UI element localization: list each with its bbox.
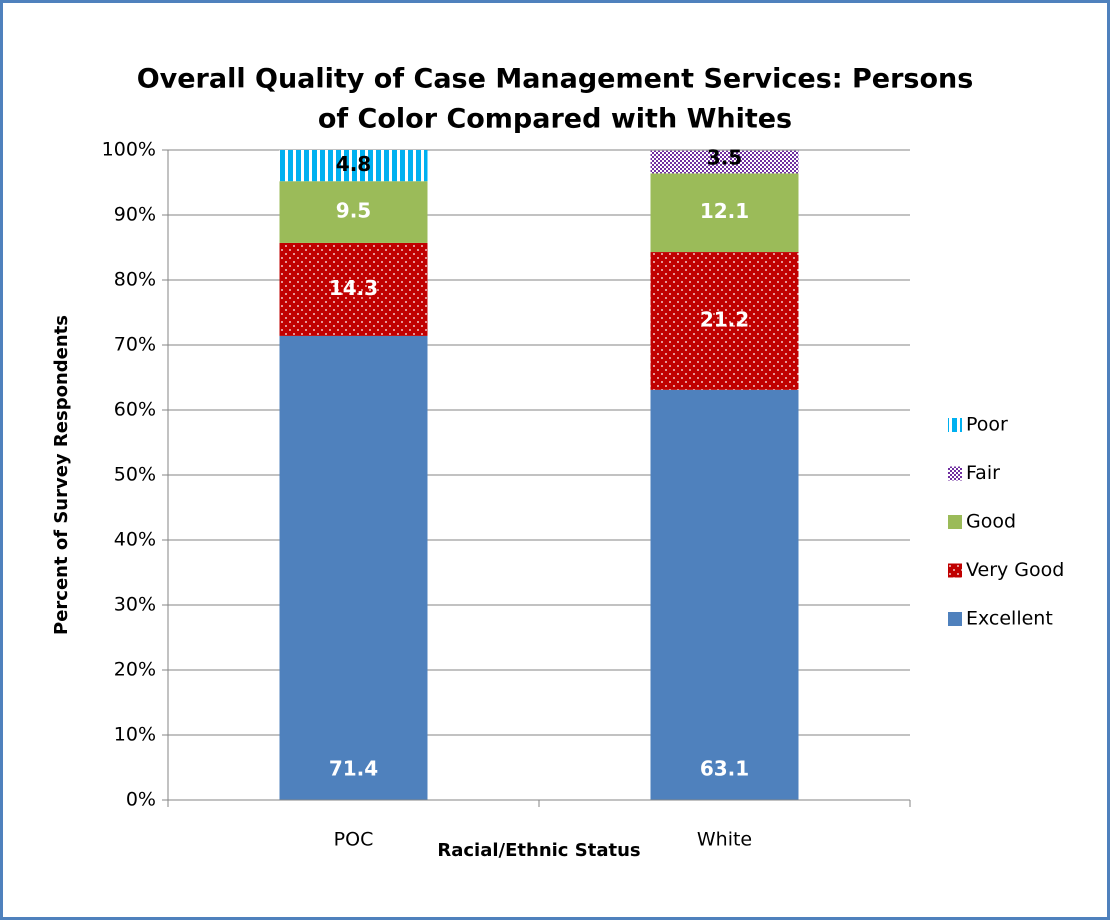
legend-label: Good: [966, 511, 1016, 533]
y-tick-label: 10%: [114, 724, 156, 746]
data-label: 4.8: [336, 152, 371, 176]
bar-segment: [279, 335, 428, 800]
data-label: 71.4: [329, 757, 378, 781]
y-tick-label: 90%: [114, 204, 156, 226]
y-tick-label: 70%: [114, 334, 156, 356]
x-tick-label: White: [697, 829, 752, 851]
y-tick-label: 60%: [114, 399, 156, 421]
y-tick-label: 100%: [102, 139, 156, 161]
data-label: 12.1: [700, 199, 749, 223]
x-tick-label: POC: [334, 829, 374, 851]
chart-title: of Color Compared with Whites: [318, 104, 792, 135]
bar-segment: [650, 389, 799, 800]
bar-segment: [650, 173, 799, 253]
y-axis-title: Percent of Survey Respondents: [51, 315, 72, 635]
y-tick-label: 80%: [114, 269, 156, 291]
x-axis-title: Racial/Ethnic Status: [437, 840, 640, 861]
y-tick-label: 0%: [126, 789, 156, 811]
legend-label: Excellent: [966, 608, 1053, 630]
data-label: 9.5: [336, 199, 371, 223]
y-tick-label: 30%: [114, 594, 156, 616]
y-tick-label: 50%: [114, 464, 156, 486]
bar-segment: [279, 181, 428, 243]
legend-swatch: [948, 515, 962, 529]
legend-label: Poor: [966, 414, 1008, 436]
legend-swatch: [948, 612, 962, 626]
chart-title: Overall Quality of Case Management Servi…: [137, 64, 974, 95]
legend-label: Very Good: [966, 559, 1064, 581]
bar-segment: [650, 252, 799, 390]
y-tick-label: 40%: [114, 529, 156, 551]
legend-label: Fair: [966, 462, 1000, 484]
bar-segment: [279, 242, 428, 336]
data-label: 14.3: [329, 276, 378, 300]
bar-segment: [279, 150, 428, 182]
legend-swatch: [948, 418, 962, 432]
y-tick-label: 20%: [114, 659, 156, 681]
bar-segment: [650, 150, 799, 174]
legend-swatch: [948, 466, 962, 481]
data-label: 3.5: [707, 146, 742, 170]
data-label: 63.1: [700, 757, 749, 781]
data-label: 21.2: [700, 307, 749, 331]
legend-swatch: [948, 563, 962, 578]
